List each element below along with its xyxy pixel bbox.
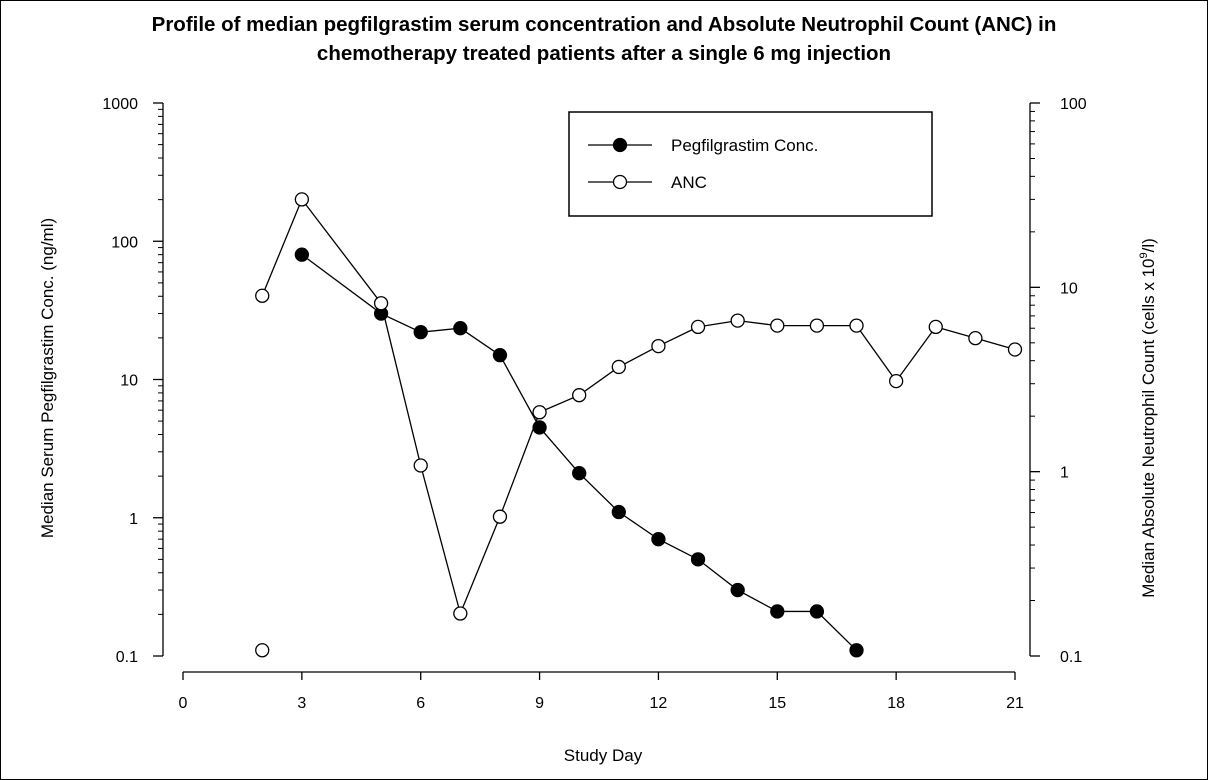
anc-point: [730, 313, 745, 328]
pegfilgrastim-conc-point: [849, 643, 864, 658]
legend-label: Pegfilgrastim Conc.: [671, 136, 818, 155]
pegfilgrastim-conc-point: [294, 247, 310, 262]
y-axis-right-title: Median Absolute Neutrophil Count (cells …: [1138, 238, 1158, 598]
pegfilgrastim-conc-point: [453, 321, 468, 336]
anc-point: [968, 331, 983, 346]
y-left-tick-label: 1: [129, 511, 138, 528]
chart-title: Profile of median pegfilgrastim serum co…: [0, 10, 1208, 68]
anc-point: [453, 606, 468, 621]
series-2-point: [255, 643, 270, 658]
legend-marker: [612, 174, 628, 190]
pegfilgrastim-conc-point: [532, 420, 547, 435]
y-right-tick-label: 1: [1060, 465, 1069, 482]
anc-point: [849, 318, 864, 333]
anc-point: [294, 192, 310, 207]
x-tick-label: 6: [416, 695, 425, 712]
series-markers: [255, 192, 1023, 658]
legend: Pegfilgrastim Conc. ANC: [568, 111, 933, 217]
anc-point: [611, 359, 626, 375]
anc-point: [532, 405, 547, 420]
legend-box: [568, 111, 933, 217]
pegfilgrastim-conc-point: [770, 604, 785, 619]
chart-title-line-2: chemotherapy treated patients after a si…: [316, 42, 892, 65]
y-axis-right-title-tail: /l): [1139, 238, 1158, 252]
anc-point: [1007, 342, 1023, 357]
x-tick-label: 3: [297, 695, 306, 712]
pegfilgrastim-conc-point: [651, 532, 666, 547]
x-axis-title: Study Day: [564, 746, 643, 765]
y-axis-right-title-sup: 9: [1138, 252, 1150, 258]
y-left-tick-label: 1000: [102, 96, 138, 113]
pegfilgrastim-conc-point: [730, 582, 745, 598]
series-lines: [261, 198, 1016, 651]
x-tick-label: 9: [535, 695, 544, 712]
anc-point: [928, 319, 943, 335]
x-tick-label: 15: [768, 695, 786, 712]
pegfilgrastim-conc-point: [572, 466, 587, 481]
y-left-tick-label: 100: [111, 234, 138, 251]
pegfilgrastim-conc-point: [809, 604, 825, 619]
axes: 0 3 6 9 12 15 18 21 0.1 1 10 100 1000 0.1 1 10 100: [102, 96, 1086, 712]
anc-point: [373, 296, 389, 311]
anc-point: [492, 509, 508, 524]
x-tick-label: 12: [650, 695, 668, 712]
pegfilgrastim-conc-point: [413, 325, 428, 340]
anc-point: [690, 319, 706, 335]
chart-title-line-1: Profile of median pegfilgrastim serum co…: [151, 13, 1057, 36]
anc-point: [888, 373, 904, 389]
y-left-tick-label: 10: [120, 373, 138, 390]
y-right-tick-label: 100: [1060, 96, 1087, 113]
y-axis-left-title: Median Serum Pegfilgrastim Conc. (ng/ml): [38, 218, 57, 538]
anc-point: [413, 458, 428, 473]
anc-line: [261, 198, 1016, 616]
anc-point: [651, 338, 666, 354]
anc-point: [255, 288, 270, 303]
anc-point: [809, 318, 825, 333]
anc-point: [572, 388, 587, 403]
y-right-tick-label: 10: [1060, 280, 1078, 297]
legend-marker: [612, 137, 628, 153]
y-left-tick-label: 0.1: [116, 649, 138, 666]
anc-point: [770, 318, 785, 333]
x-tick-label: 21: [1006, 695, 1024, 712]
pegfilgrastim-conc-point: [611, 504, 626, 520]
legend-label: ANC: [671, 173, 707, 192]
x-tick-label: 0: [179, 695, 188, 712]
pegfilgrastim-conc-point: [690, 552, 706, 567]
y-axis-right-title-main: Median Absolute Neutrophil Count (cells …: [1139, 259, 1158, 598]
y-right-tick-label: 0.1: [1060, 649, 1082, 666]
x-tick-label: 18: [887, 695, 905, 712]
pegfilgrastim-conc-point: [492, 348, 508, 363]
